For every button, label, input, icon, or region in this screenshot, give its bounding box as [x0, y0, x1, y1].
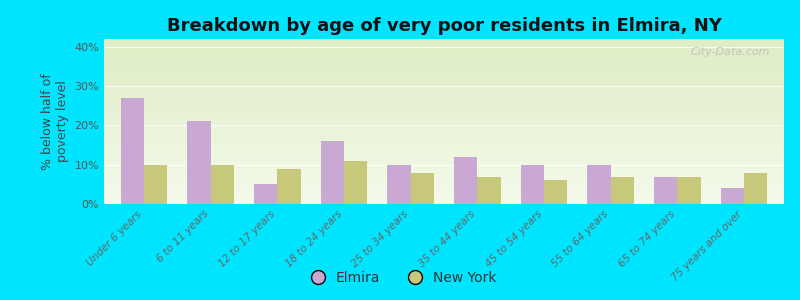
Text: City-Data.com: City-Data.com	[691, 47, 770, 57]
Bar	[587, 165, 610, 204]
Bar	[187, 122, 210, 204]
Y-axis label: % below half of
poverty level: % below half of poverty level	[41, 73, 69, 170]
Bar	[321, 141, 344, 204]
Bar	[121, 98, 144, 204]
Bar	[278, 169, 301, 204]
Bar	[521, 165, 544, 204]
Bar	[610, 176, 634, 204]
Bar	[387, 165, 410, 204]
Bar	[654, 176, 678, 204]
Bar	[344, 161, 367, 204]
Legend: Elmira, New York: Elmira, New York	[298, 265, 502, 290]
Bar	[254, 184, 278, 204]
Bar	[410, 172, 434, 204]
Bar	[721, 188, 744, 204]
Title: Breakdown by age of very poor residents in Elmira, NY: Breakdown by age of very poor residents …	[166, 17, 722, 35]
Bar	[478, 176, 501, 204]
Bar	[454, 157, 478, 204]
Bar	[144, 165, 167, 204]
Bar	[678, 176, 701, 204]
Bar	[544, 180, 567, 204]
Bar	[210, 165, 234, 204]
Bar	[744, 172, 767, 204]
